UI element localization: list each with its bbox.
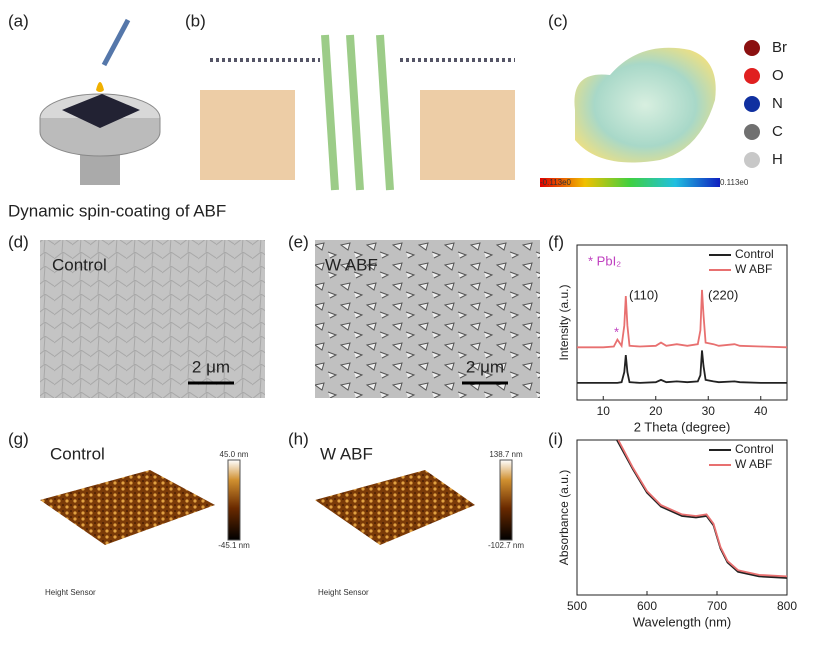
structure-illustration [200, 34, 515, 191]
scale-max: 0.113e0 [720, 178, 749, 187]
atom-swatch [744, 152, 760, 168]
atom-swatch [744, 124, 760, 140]
panel-label: (h) [288, 429, 309, 448]
colorbar [227, 459, 241, 541]
image-title: W ABF [320, 444, 373, 463]
afm-image [315, 470, 475, 545]
caption: Dynamic spin-coating of ABF [8, 201, 226, 220]
atom-swatch [744, 96, 760, 112]
panel-label: (i) [548, 429, 563, 448]
afm-image [40, 470, 215, 545]
x-tick-label: 20 [649, 404, 663, 418]
scale-min: -102.7 nm [488, 541, 524, 550]
x-tick-label: 500 [567, 599, 587, 613]
panel-label: (a) [8, 11, 29, 30]
atom-label: C [772, 123, 783, 140]
y-axis-label: Intensity (a.u.) [557, 284, 571, 360]
caption: Height Sensor [318, 588, 369, 597]
caption: Height Sensor [45, 588, 96, 597]
x-tick-label: 10 [597, 404, 611, 418]
atom-swatch [744, 68, 760, 84]
panel-label: (c) [548, 11, 568, 30]
x-tick-label: 600 [637, 599, 657, 613]
panel-label: (b) [185, 11, 206, 30]
panel-label: (g) [8, 429, 29, 448]
sem-image [40, 240, 265, 398]
annotation: * [614, 324, 619, 339]
plot-frame [576, 439, 788, 596]
esp-map [574, 47, 716, 163]
series-line [617, 439, 788, 578]
scale-max: 45.0 nm [220, 450, 249, 459]
series-line [616, 439, 788, 579]
image-title: W ABF [325, 255, 378, 274]
scale-min: -45.1 nm [218, 541, 250, 550]
x-tick-label: 700 [707, 599, 727, 613]
legend-label: Control [735, 442, 774, 456]
atom-swatch [744, 40, 760, 56]
x-axis-label: 2 Theta (degree) [634, 419, 731, 434]
atom-label: Br [772, 39, 787, 56]
scale-label: 2 μm [192, 357, 230, 376]
sem-image [315, 240, 540, 398]
panel-label: (f) [548, 232, 564, 251]
legend-label: W ABF [735, 262, 772, 276]
x-axis-label: Wavelength (nm) [633, 614, 732, 629]
panel-label: (e) [288, 232, 309, 251]
y-axis-label: Absorbance (a.u.) [557, 470, 571, 565]
atom-label: O [772, 67, 784, 84]
atom-label: H [772, 151, 783, 168]
x-tick-label: 40 [754, 404, 768, 418]
colorbar [499, 459, 513, 541]
scale-max: 138.7 nm [489, 450, 523, 459]
panel-label: (d) [8, 232, 29, 251]
annotation: (220) [708, 287, 738, 302]
annotation: * PbI₂ [588, 253, 621, 268]
plot-frame [576, 244, 788, 401]
x-tick-label: 30 [702, 404, 716, 418]
x-tick-label: 800 [777, 599, 797, 613]
spin-coater-illustration [39, 18, 161, 185]
atom-label: N [772, 95, 783, 112]
scale-label: 2 μm [466, 357, 504, 376]
series-line [577, 289, 788, 349]
colorbar [540, 178, 720, 187]
image-title: Control [50, 444, 105, 463]
scale-min: -0.113e0 [540, 178, 572, 187]
annotation: (110) [629, 287, 658, 302]
series-line [577, 350, 787, 384]
image-title: Control [52, 255, 107, 274]
legend-label: Control [735, 247, 774, 261]
legend-label: W ABF [735, 457, 772, 471]
